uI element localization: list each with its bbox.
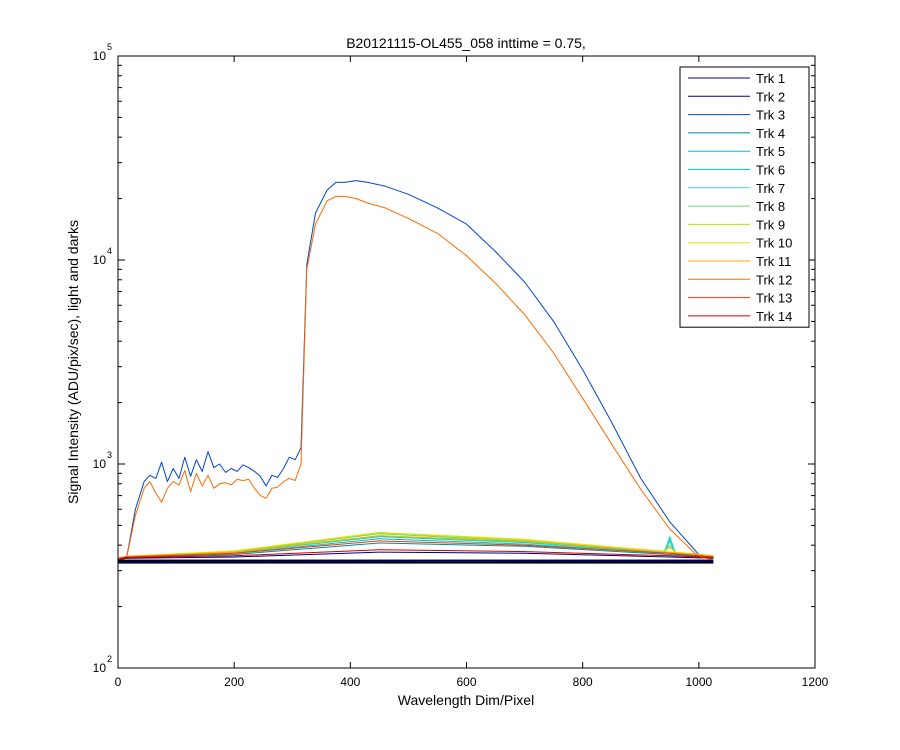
series-line-trk-11: [117, 535, 714, 559]
y-axis-title: Signal Intensity (ADU/pix/sec), light an…: [65, 220, 81, 504]
x-tick-label: 600: [456, 675, 476, 689]
legend: Trk 1 Trk 2 Trk 3 Trk 4 Trk 5 Trk 6 Trk 7 Trk 8…: [679, 66, 810, 328]
x-axis-title: Wavelength Dim/Pixel: [398, 692, 534, 708]
legend-label: Trk 5: [756, 144, 785, 159]
legend-label: Trk 4: [756, 126, 785, 141]
legend-box: [679, 66, 810, 328]
series-line-trk-1: [117, 560, 714, 563]
chart-title: B20121115-OL455_058 inttime = 0.75,: [346, 35, 586, 51]
series-line-trk-12: [117, 195, 714, 561]
x-tick-label: 200: [224, 675, 244, 689]
x-tick-label: 1200: [802, 675, 829, 689]
series-line-trk-3: [117, 180, 714, 561]
series-line-trk-2: [117, 551, 714, 561]
y-tick-label: 10: [93, 253, 107, 267]
legend-label: Trk 3: [756, 108, 785, 123]
x-tick-label: 400: [340, 675, 360, 689]
legend-label: Trk 2: [756, 89, 785, 104]
x-tick-label: 1000: [685, 675, 712, 689]
series-line-trk-14: [117, 549, 714, 561]
y-tick-label: 10: [93, 457, 107, 471]
legend-label: Trk 1: [756, 71, 785, 86]
legend-label: Trk 8: [756, 199, 785, 214]
legend-label: Trk 11: [756, 254, 791, 269]
series-layer: [117, 180, 714, 563]
legend-label: Trk 10: [756, 236, 792, 251]
y-tick-exponent: 3: [107, 450, 112, 460]
legend-label: Trk 6: [756, 163, 785, 178]
legend-label: Trk 13: [756, 291, 792, 306]
y-tick-exponent: 4: [107, 246, 112, 256]
legend-label: Trk 7: [756, 181, 785, 196]
y-tick-label: 10: [93, 661, 107, 675]
y-tick-label: 10: [93, 49, 107, 63]
legend-label: Trk 14: [756, 309, 792, 324]
x-tick-label: 0: [115, 675, 122, 689]
x-tick-label: 800: [573, 675, 593, 689]
legend-label: Trk 9: [756, 217, 785, 232]
y-tick-exponent: 5: [107, 42, 112, 52]
legend-label: Trk 12: [756, 272, 792, 287]
y-tick-exponent: 2: [107, 654, 112, 664]
x-axis-ticks: 0 200 400 600 800 1000 1200: [115, 56, 829, 689]
